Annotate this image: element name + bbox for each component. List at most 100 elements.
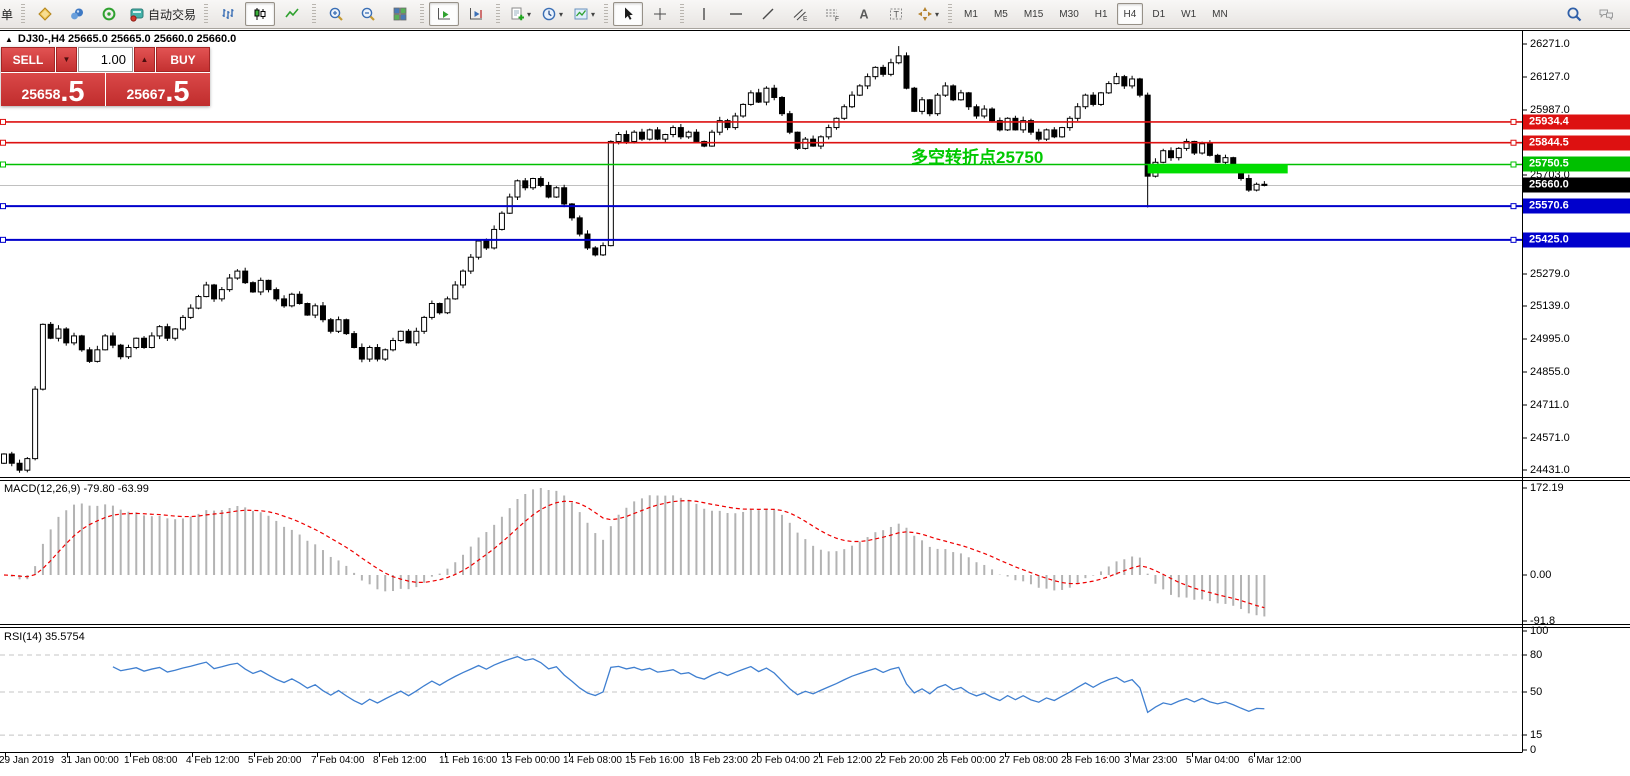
line-anchor (1510, 139, 1517, 146)
toolbar-grip (204, 4, 209, 24)
line-anchor (0, 118, 6, 125)
equidistant-channel-icon: E (793, 9, 808, 23)
svg-text:E: E (803, 16, 808, 23)
timeframe-button-w1[interactable]: W1 (1181, 8, 1197, 20)
vertical-line-button[interactable] (689, 2, 719, 26)
text-icon: A (860, 8, 869, 22)
auto-scroll-button[interactable] (429, 2, 460, 26)
arrows-icon (918, 7, 933, 21)
toolbar-button-groups: 自动交易 ▾ ▾ ▾ E F A T ▾ M1 M5 M15 M30 H1 H4 D1 W1 MN (17, 2, 1236, 26)
volume-decrease-button[interactable]: ▼ (56, 47, 77, 72)
timeframe-button-m1[interactable]: M1 (964, 8, 978, 20)
templates-button[interactable]: ▾ (569, 2, 599, 26)
zoom-out-button[interactable] (353, 2, 383, 26)
bar-chart-icon (222, 9, 234, 19)
line-anchor (0, 203, 6, 210)
trend-line-button[interactable] (753, 2, 783, 26)
zoom-in-icon (329, 7, 343, 21)
zoom-in-button[interactable] (321, 2, 351, 26)
collapse-panel-icon[interactable]: ▲ (5, 34, 13, 44)
timeframe-button-mn[interactable]: MN (1212, 8, 1228, 20)
toolbar-grip (604, 4, 609, 24)
search-icon (1567, 7, 1582, 22)
line-anchor (1510, 236, 1517, 243)
templates-icon (574, 8, 588, 20)
periods-button[interactable]: ▾ (537, 2, 567, 26)
auto-trading-button[interactable]: 自动交易 (126, 2, 199, 26)
zoom-out-icon (361, 7, 375, 21)
periods-icon (542, 7, 556, 21)
volume-input[interactable]: 1.00 (78, 47, 133, 72)
equidistant-channel-button[interactable]: E (785, 2, 815, 26)
macd-histogram (10, 487, 1266, 617)
svg-text:A: A (860, 8, 869, 22)
svg-text:T: T (894, 10, 900, 20)
text-label-button[interactable]: T (881, 2, 911, 26)
tile-windows-button[interactable] (385, 2, 415, 26)
dropdown-arrow-icon[interactable]: ▾ (527, 9, 532, 19)
text-label-icon: T (890, 8, 903, 20)
bar-chart-button[interactable] (213, 2, 243, 26)
tile-windows-icon (393, 7, 407, 21)
order-diamond-button[interactable] (30, 2, 60, 26)
arrows-button[interactable]: ▾ (913, 2, 943, 26)
cursor-button[interactable] (613, 2, 644, 26)
text-button[interactable]: A (849, 2, 879, 26)
mql-community-button[interactable] (62, 2, 92, 26)
toolbar-right-icons (1558, 0, 1622, 28)
dropdown-arrow-icon[interactable]: ▾ (591, 9, 596, 19)
toolbar-grip (420, 4, 425, 24)
buy-price-main: 25667 (126, 86, 166, 102)
line-chart-icon (285, 8, 299, 18)
chart-annotation-text: 多空转折点25750 (911, 148, 1044, 167)
indicators-button[interactable]: ▾ (505, 2, 535, 26)
fibonacci-icon: F (826, 9, 839, 22)
buy-button[interactable]: BUY (156, 47, 210, 72)
indicators-icon (511, 7, 525, 21)
candlestick-chart-icon (254, 8, 266, 20)
buy-price-frac: .5 (165, 76, 190, 109)
timeframe-button-m30[interactable]: M30 (1059, 8, 1079, 20)
crosshair-button[interactable] (645, 2, 675, 26)
order-menu-label[interactable]: 单 (1, 7, 14, 22)
fibonacci-button[interactable]: F (817, 2, 847, 26)
timeframe-button-d1[interactable]: D1 (1152, 8, 1166, 20)
chat-button[interactable] (1591, 2, 1621, 26)
signal-button[interactable] (94, 2, 124, 26)
line-chart-button[interactable] (277, 2, 307, 26)
toolbar-grip (21, 4, 26, 24)
toolbar-grip (680, 4, 685, 24)
toolbar-grip (496, 4, 501, 24)
chart-title: ▲ DJ30-,H4 25665.0 25665.0 25660.0 25660… (5, 33, 236, 45)
sell-price-main: 25658 (21, 86, 61, 102)
timeframe-button-m15[interactable]: M15 (1023, 8, 1044, 20)
sell-price-display[interactable]: 25658.5 (1, 73, 105, 107)
candles (1, 46, 1268, 473)
horizontal-line-button[interactable] (721, 2, 751, 26)
timeframe-button-h1[interactable]: H1 (1094, 8, 1108, 20)
signal-icon (102, 7, 116, 21)
macd-indicator-label: MACD(12,26,9) -79.80 -63.99 (4, 483, 149, 495)
toolbar-grip (948, 4, 953, 24)
volume-increase-button[interactable]: ▲ (134, 47, 155, 72)
one-click-trading-panel: SELL ▼ 1.00 ▲ BUY 25658.5 25667.5 (1, 47, 210, 109)
line-anchor (1510, 161, 1517, 168)
candlestick-chart-button[interactable] (245, 2, 276, 26)
mql-community-icon (71, 8, 84, 20)
search-button[interactable] (1559, 2, 1589, 26)
chat-icon (1599, 9, 1613, 21)
dropdown-arrow-icon[interactable]: ▾ (559, 9, 564, 19)
crosshair-icon (654, 8, 667, 20)
line-anchor (1510, 118, 1517, 125)
dropdown-arrow-icon[interactable]: ▾ (935, 9, 940, 19)
buy-price-display[interactable]: 25667.5 (106, 73, 210, 109)
chart-shift-button[interactable] (461, 2, 491, 26)
order-diamond-icon (38, 7, 52, 21)
timeframe-button-m5[interactable]: M5 (993, 8, 1008, 20)
line-anchor (0, 139, 6, 146)
sell-button[interactable]: SELL (1, 47, 55, 72)
timeframe-button-h4[interactable]: H4 (1116, 3, 1144, 25)
macd-signal-line (3, 500, 1265, 609)
chart-title-text: DJ30-,H4 25665.0 25665.0 25660.0 25660.0 (17, 33, 237, 45)
